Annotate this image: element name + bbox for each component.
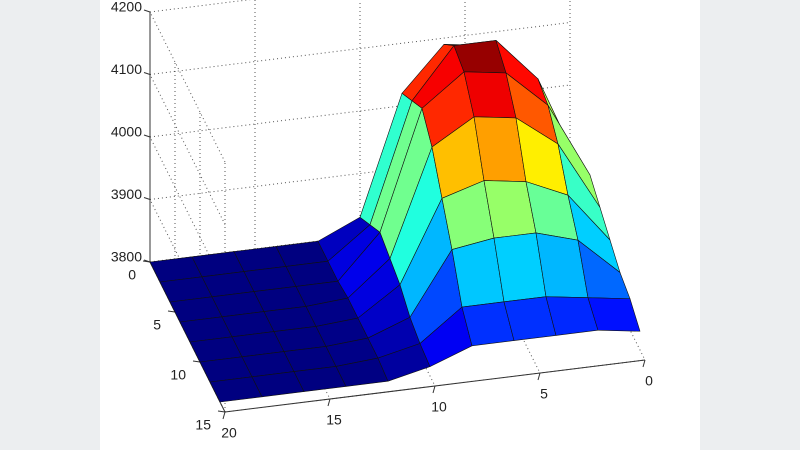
z-tick — [143, 197, 151, 200]
x-tick — [432, 385, 436, 394]
x-tick-label: 5 — [540, 386, 548, 402]
x-tick — [222, 411, 226, 420]
y-tick-label: 0 — [128, 267, 136, 283]
y-tick-label: 10 — [170, 367, 186, 383]
y-tick-label: 15 — [195, 417, 211, 433]
z-tick — [143, 9, 151, 13]
x-tick — [642, 359, 646, 368]
x-tick — [537, 372, 541, 381]
surface-patch — [587, 297, 641, 332]
y-tick — [217, 410, 226, 413]
z-tick — [143, 134, 151, 138]
x-tick-label: 20 — [221, 425, 237, 441]
z-tick-label: 4100 — [111, 61, 142, 77]
z-tick-label: 4000 — [111, 124, 142, 140]
x-tick-label: 10 — [431, 399, 447, 415]
x-tick-label: 0 — [645, 373, 653, 389]
z-tick-label: 4200 — [111, 0, 142, 15]
y-tick-label: 5 — [153, 317, 161, 333]
x-tick — [327, 398, 331, 407]
z-tick-label: 3900 — [111, 186, 142, 202]
z-tick — [143, 72, 151, 75]
y-tick — [192, 360, 201, 363]
y-tick — [142, 260, 151, 263]
grid-line — [149, 22, 571, 75]
x-tick-label: 15 — [326, 412, 342, 428]
y-tick — [167, 310, 176, 313]
z-tick-label: 3800 — [111, 249, 142, 265]
